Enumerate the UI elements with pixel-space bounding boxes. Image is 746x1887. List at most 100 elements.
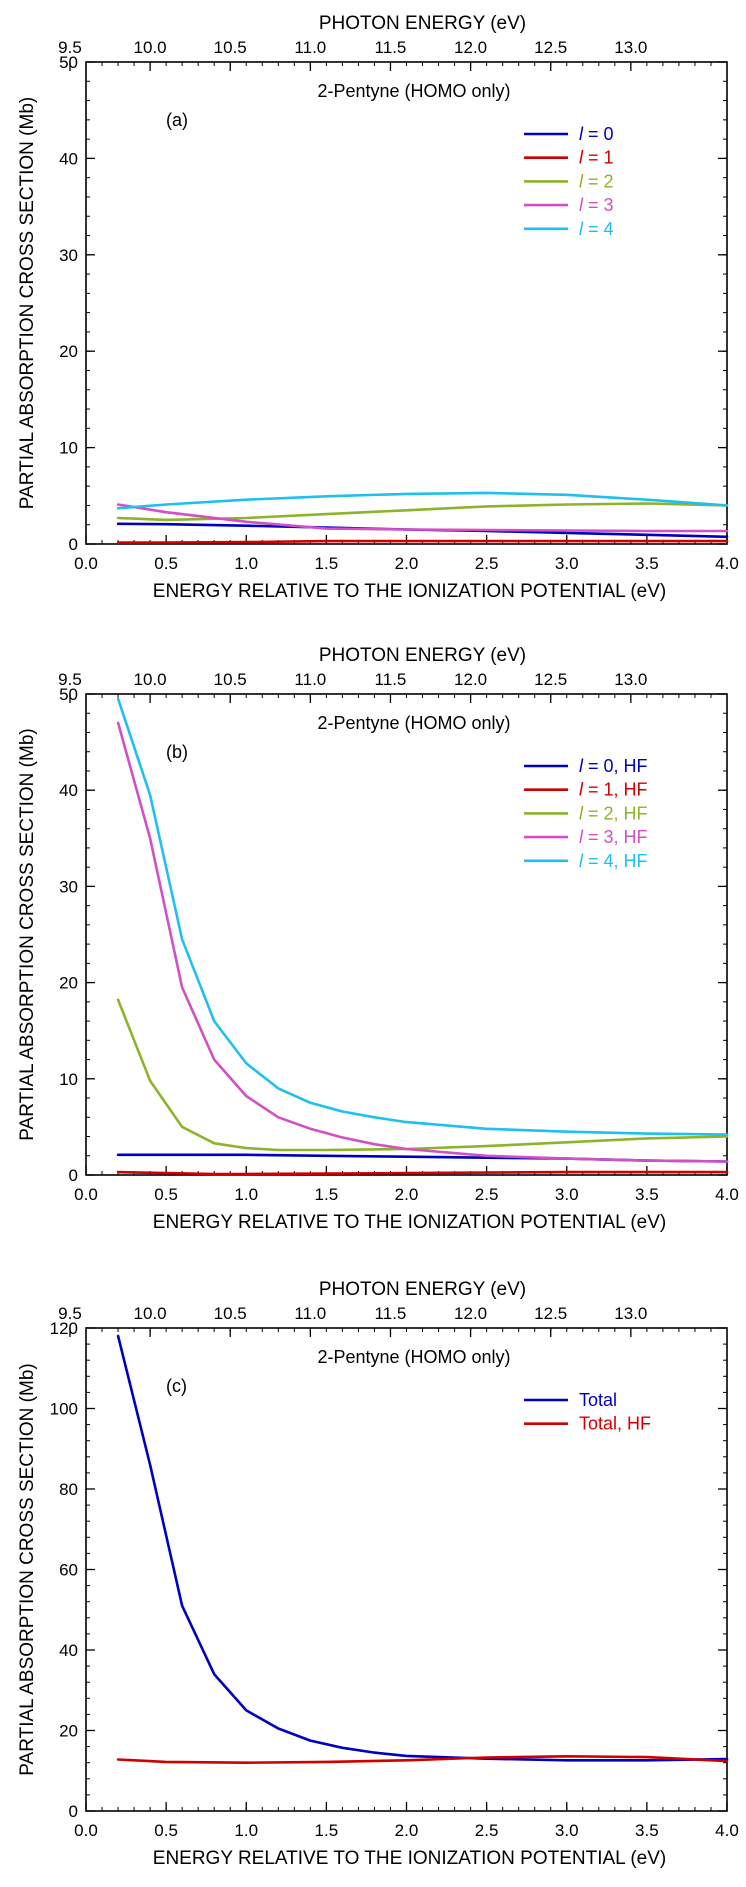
top-tick-label: 11.5 bbox=[375, 670, 407, 689]
y-tick-label: 20 bbox=[59, 1722, 78, 1741]
legend-symbol: l bbox=[579, 219, 584, 239]
top-tick-label: 9.5 bbox=[58, 670, 82, 689]
chart-panel-1: 0.0 0.5 1.0 1.5 2.0 2.5 3.0 3.5 4.0 9.5 10.0 10.5 11… bbox=[17, 13, 739, 602]
panel-label: (b) bbox=[166, 742, 188, 762]
y-tick-label: 50 bbox=[59, 685, 78, 704]
x-tick-label: 3.0 bbox=[555, 1821, 579, 1840]
top-tick-label: 9.5 bbox=[58, 38, 82, 57]
top-tick-label: 10.0 bbox=[134, 38, 167, 57]
top-tick-label: 9.5 bbox=[58, 1304, 82, 1323]
top-tick-label: 13.0 bbox=[614, 38, 647, 57]
x-tick-label: 1.0 bbox=[234, 1821, 258, 1840]
y-axis-title: PARTIAL ABSORPTION CROSS SECTION (Mb) bbox=[17, 728, 38, 1140]
legend-entry: l = 0, HF bbox=[579, 756, 648, 776]
x-tick-label: 2.0 bbox=[395, 1185, 419, 1204]
top-tick-label: 12.5 bbox=[534, 670, 567, 689]
series-line-3 bbox=[116, 502, 729, 522]
legend-entry: l = 4, HF bbox=[579, 851, 648, 871]
legend-label: = 0, HF bbox=[583, 756, 648, 776]
plot-title: 2-Pentyne (HOMO only) bbox=[317, 1347, 510, 1367]
legend-label: = 3 bbox=[583, 195, 614, 215]
legend-entry: l = 2, HF bbox=[579, 803, 648, 823]
legend-label: = 1 bbox=[583, 148, 614, 168]
legend-entry: l = 3 bbox=[579, 195, 614, 215]
y-tick-label: 0 bbox=[69, 535, 78, 554]
legend-label: = 2, HF bbox=[583, 803, 648, 823]
y-tick-label: 40 bbox=[59, 1641, 78, 1660]
legend-entry: l = 1 bbox=[579, 148, 614, 168]
legend-symbol: l bbox=[579, 195, 584, 215]
series-line-2 bbox=[116, 1170, 729, 1176]
x-tick-label: 0.5 bbox=[154, 1821, 178, 1840]
y-tick-label: 30 bbox=[59, 877, 78, 896]
panel-label: (a) bbox=[166, 110, 188, 130]
top-tick-label: 13.0 bbox=[614, 670, 647, 689]
y-tick-label: 10 bbox=[59, 1070, 78, 1089]
x-tick-label: 1.0 bbox=[234, 554, 258, 573]
legend-label: = 4, HF bbox=[583, 851, 648, 871]
x-tick-label: 4.0 bbox=[715, 1185, 739, 1204]
plot-title: 2-Pentyne (HOMO only) bbox=[317, 81, 510, 101]
x-tick-label: 1.5 bbox=[315, 1185, 339, 1204]
x-tick-label: 2.5 bbox=[475, 1185, 499, 1204]
x-tick-label: 2.0 bbox=[395, 1821, 419, 1840]
chart-panel-2: 0.0 0.5 1.0 1.5 2.0 2.5 3.0 3.5 4.0 9.5 10.0 10.5 11… bbox=[17, 645, 739, 1233]
legend-label: = 0 bbox=[583, 124, 614, 144]
top-tick-label: 12.0 bbox=[454, 1304, 487, 1323]
series-line-3 bbox=[116, 998, 729, 1152]
y-axis-title: PARTIAL ABSORPTION CROSS SECTION (Mb) bbox=[17, 97, 38, 509]
series-line-5 bbox=[116, 697, 729, 1136]
top-tick-label: 12.5 bbox=[534, 38, 567, 57]
top-tick-label: 10.5 bbox=[214, 1304, 247, 1323]
x-tick-label: 0.5 bbox=[154, 1185, 178, 1204]
legend-entry: l = 1, HF bbox=[579, 780, 648, 800]
top-tick-label: 10.0 bbox=[134, 670, 167, 689]
bottom-axis-title: ENERGY RELATIVE TO THE IONIZATION POTENT… bbox=[153, 1212, 666, 1233]
top-tick-label: 11.0 bbox=[294, 1304, 326, 1323]
y-axis-title: PARTIAL ABSORPTION CROSS SECTION (Mb) bbox=[17, 1363, 38, 1775]
x-tick-label: 3.5 bbox=[635, 554, 659, 573]
x-tick-label: 3.0 bbox=[555, 554, 579, 573]
x-tick-label: 0.0 bbox=[74, 554, 98, 573]
legend-entry: l = 4 bbox=[579, 219, 614, 239]
top-tick-label: 10.5 bbox=[214, 38, 247, 57]
top-axis-title: PHOTON ENERGY (eV) bbox=[319, 1279, 526, 1300]
x-tick-label: 4.0 bbox=[715, 554, 739, 573]
bottom-axis-title: ENERGY RELATIVE TO THE IONIZATION POTENT… bbox=[153, 581, 666, 602]
series-line-5 bbox=[116, 491, 729, 510]
y-tick-label: 40 bbox=[59, 149, 78, 168]
x-tick-label: 3.0 bbox=[555, 1185, 579, 1204]
top-tick-label: 13.0 bbox=[614, 1304, 647, 1323]
plot-frame bbox=[85, 61, 728, 545]
series-line-1 bbox=[116, 1334, 729, 1762]
y-tick-label: 0 bbox=[69, 1802, 78, 1821]
legend-symbol: l bbox=[579, 124, 584, 144]
legend-symbol: l bbox=[579, 171, 584, 191]
legend-symbol: l bbox=[579, 148, 584, 168]
x-tick-label: 1.0 bbox=[234, 1185, 258, 1204]
plot-frame bbox=[85, 1327, 728, 1812]
legend-symbol: l bbox=[579, 780, 584, 800]
y-tick-label: 60 bbox=[59, 1561, 78, 1580]
x-tick-label: 0.0 bbox=[74, 1185, 98, 1204]
x-tick-label: 0.5 bbox=[154, 554, 178, 573]
x-tick-label: 2.0 bbox=[395, 554, 419, 573]
top-tick-label: 10.0 bbox=[134, 1304, 167, 1323]
legend-entry: l = 3, HF bbox=[579, 827, 648, 847]
x-tick-label: 3.5 bbox=[635, 1821, 659, 1840]
bottom-axis-title: ENERGY RELATIVE TO THE IONIZATION POTENT… bbox=[153, 1848, 666, 1869]
legend-entry: Total, HF bbox=[579, 1414, 651, 1434]
chart-panel-3: 0.0 0.5 1.0 1.5 2.0 2.5 3.0 3.5 4.0 9.5 10.0 10.5 11… bbox=[17, 1279, 739, 1869]
legend-symbol: l bbox=[579, 851, 584, 871]
top-tick-label: 11.0 bbox=[294, 670, 326, 689]
top-tick-label: 12.0 bbox=[454, 670, 487, 689]
x-tick-label: 2.5 bbox=[475, 1821, 499, 1840]
plot-title: 2-Pentyne (HOMO only) bbox=[317, 713, 510, 733]
legend-entry: l = 0 bbox=[579, 124, 614, 144]
legend-entry: Total bbox=[579, 1390, 617, 1410]
top-tick-label: 12.5 bbox=[534, 1304, 567, 1323]
series-line-2 bbox=[116, 539, 729, 544]
y-tick-label: 30 bbox=[59, 246, 78, 265]
legend-symbol: l bbox=[579, 756, 584, 776]
legend-label: = 4 bbox=[583, 219, 614, 239]
